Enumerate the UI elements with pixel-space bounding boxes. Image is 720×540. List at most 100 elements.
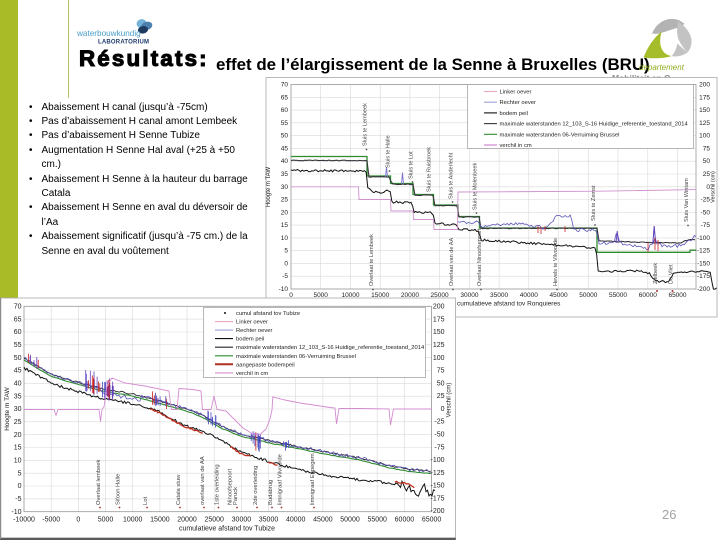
svg-text:waterbouwkundig: waterbouwkundig	[76, 29, 141, 38]
svg-text:bodem peil: bodem peil	[236, 337, 264, 343]
svg-text:limnigraaf Eppegem: limnigraaf Eppegem	[310, 453, 316, 505]
svg-text:Verschil (cm): Verschil (cm)	[447, 383, 453, 418]
svg-text:-100: -100	[430, 457, 444, 464]
svg-text:35000: 35000	[259, 517, 279, 524]
svg-text:45000: 45000	[550, 292, 568, 299]
svg-text:-75: -75	[701, 222, 711, 229]
svg-text:-200: -200	[430, 508, 444, 515]
svg-text:Sluis te Lembeek: Sluis te Lembeek	[363, 103, 369, 146]
svg-text:0: 0	[289, 292, 293, 299]
svg-text:-25: -25	[434, 419, 444, 426]
svg-text:55: 55	[281, 120, 289, 127]
svg-text:10: 10	[281, 235, 289, 242]
svg-text:40000: 40000	[520, 292, 538, 299]
svg-text:0: 0	[284, 260, 288, 267]
svg-text:-10: -10	[279, 286, 289, 293]
svg-text:Sluis te Lot: Sluis te Lot	[409, 151, 415, 179]
svg-text:Hevels te Vilvoorde: Hevels te Vilvoorde	[553, 238, 559, 286]
svg-text:15000: 15000	[371, 292, 389, 299]
svg-text:50000: 50000	[579, 292, 597, 299]
svg-text:Catala stuw: Catala stuw	[176, 474, 182, 505]
svg-text:25: 25	[703, 171, 711, 178]
svg-text:-150: -150	[430, 483, 444, 490]
svg-text:-50: -50	[701, 209, 711, 216]
svg-text:Linker oever: Linker oever	[500, 90, 532, 96]
svg-text:-150: -150	[697, 260, 710, 267]
svg-text:Budabrug: Budabrug	[268, 480, 274, 505]
svg-text:70: 70	[281, 82, 289, 89]
svg-text:20000: 20000	[401, 292, 419, 299]
svg-text:125: 125	[433, 342, 445, 349]
svg-text:0: 0	[706, 184, 710, 191]
svg-text:Sluis te Zemst: Sluis te Zemst	[591, 185, 597, 221]
svg-text:-50: -50	[434, 432, 444, 439]
svg-text:LABORATORIUM: LABORATORIUM	[98, 40, 149, 46]
svg-text:65000: 65000	[422, 517, 442, 524]
svg-text:1ste overleiding: 1ste overleiding	[215, 464, 221, 505]
svg-text:-100: -100	[697, 235, 710, 242]
svg-text:175: 175	[433, 316, 445, 323]
svg-text:15: 15	[281, 222, 289, 229]
svg-text:25000: 25000	[204, 517, 224, 524]
svg-text:30000: 30000	[460, 292, 478, 299]
svg-text:Lot: Lot	[143, 497, 149, 505]
svg-text:Sifoon Halle: Sifoon Halle	[116, 474, 122, 505]
svg-text:bodem peil: bodem peil	[500, 111, 528, 117]
svg-text:125: 125	[699, 120, 710, 127]
svg-text:maximale waterstanden 06-Verru: maximale waterstanden 06-Verruiming Brus…	[236, 354, 356, 360]
svg-text:30000: 30000	[232, 517, 252, 524]
svg-text:limnigraaf Vilvoorde: limnigraaf Vilvoorde	[278, 454, 284, 505]
svg-text:Rechter oever: Rechter oever	[236, 328, 272, 334]
svg-text:0: 0	[18, 483, 22, 490]
svg-text:25: 25	[281, 197, 289, 204]
svg-text:100: 100	[699, 133, 710, 140]
svg-text:55000: 55000	[609, 292, 627, 299]
svg-text:65000: 65000	[668, 292, 686, 299]
svg-text:maximale waterstanden 06-Verru: maximale waterstanden 06-Verruiming Brus…	[500, 132, 620, 138]
svg-text:75: 75	[703, 145, 711, 152]
svg-text:-125: -125	[430, 470, 444, 477]
svg-text:20: 20	[281, 209, 289, 216]
svg-text:50: 50	[437, 380, 445, 387]
svg-text:Sluis te Ruisbroek: Sluis te Ruisbroek	[427, 147, 433, 192]
svg-text:Paruck: Paruck	[233, 487, 239, 505]
svg-text:Sluis te Halle: Sluis te Halle	[386, 135, 392, 168]
svg-text:45000: 45000	[313, 517, 333, 524]
svg-text:200: 200	[699, 82, 710, 89]
svg-text:5000: 5000	[98, 517, 114, 524]
svg-text:60000: 60000	[639, 292, 657, 299]
svg-text:0: 0	[76, 517, 80, 524]
svg-text:50000: 50000	[340, 517, 360, 524]
svg-text:30: 30	[281, 184, 289, 191]
svg-text:Linker oever: Linker oever	[236, 320, 268, 326]
svg-text:-25: -25	[701, 197, 711, 204]
svg-text:150: 150	[433, 329, 445, 336]
svg-text:55000: 55000	[367, 517, 387, 524]
svg-text:35000: 35000	[490, 292, 508, 299]
svg-text:25000: 25000	[431, 292, 449, 299]
svg-text:100: 100	[433, 355, 445, 362]
svg-text:40000: 40000	[286, 517, 306, 524]
svg-text:5: 5	[18, 470, 22, 477]
svg-text:cumul afstand tov Tubize: cumul afstand tov Tubize	[236, 311, 300, 317]
svg-text:-5000: -5000	[42, 517, 60, 524]
svg-text:0: 0	[441, 406, 445, 413]
svg-text:60000: 60000	[395, 517, 415, 524]
svg-text:Overlaat Ninoofsepoort: Overlaat Ninoofsepoort	[477, 228, 483, 286]
svg-text:cumulatieve afstand tov Ronqui: cumulatieve afstand tov Ronquieres	[457, 301, 561, 308]
svg-text:Overlaat te Lembeek: Overlaat te Lembeek	[369, 234, 375, 286]
svg-text:overlaat van de AA: overlaat van de AA	[200, 456, 206, 505]
svg-text:De Vliet: De Vliet	[669, 264, 675, 284]
svg-text:40: 40	[281, 158, 289, 165]
svg-text:60: 60	[281, 107, 289, 114]
svg-text:Verschil (cm): Verschil (cm)	[711, 171, 717, 203]
svg-text:150: 150	[699, 107, 710, 114]
svg-text:10000: 10000	[123, 517, 143, 524]
svg-text:Overlaat lembeek: Overlaat lembeek	[96, 459, 102, 505]
svg-text:50: 50	[281, 133, 289, 140]
svg-text:5: 5	[284, 248, 288, 255]
svg-text:25: 25	[437, 393, 445, 400]
svg-text:15000: 15000	[150, 517, 170, 524]
svg-text:5000: 5000	[313, 292, 328, 299]
svg-text:-125: -125	[697, 248, 710, 255]
